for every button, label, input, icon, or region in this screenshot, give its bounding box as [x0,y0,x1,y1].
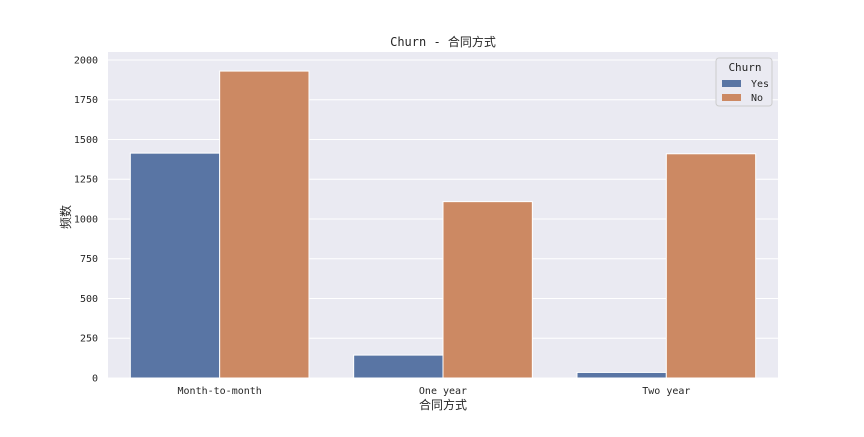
legend-swatch-yes [722,80,741,87]
y-tick-label: 0 [92,374,98,385]
legend-label-yes: Yes [751,79,769,90]
bar-yes-1 [129,152,221,379]
y-tick-label: 1000 [74,214,98,225]
bars [129,70,757,379]
y-tick-label: 1250 [74,175,98,186]
x-tick-labels: Month-to-month One year Two year [178,386,691,397]
x-tick-label: Month-to-month [178,386,262,397]
legend-title: Churn [728,61,761,74]
bar-yes-2 [353,354,444,379]
y-tick-labels: 0 250 500 750 1000 1250 1500 1750 2000 [74,55,98,384]
legend-label-no: No [751,93,763,104]
legend-swatch-no [722,94,741,101]
y-tick-label: 2000 [74,55,98,66]
chart-title: Churn - 合同方式 [390,34,496,49]
x-tick-label: Two year [642,386,690,397]
bar-yes-3 [576,371,667,379]
legend: Churn Yes No [715,57,773,107]
y-tick-label: 750 [80,254,98,265]
y-axis-label: 频数 [58,205,73,229]
bar-no-3 [665,153,757,379]
x-tick-label: One year [419,386,467,397]
legend-items: Yes No [722,79,769,104]
y-tick-label: 1500 [74,135,98,146]
y-tick-label: 500 [80,294,98,305]
y-tick-label: 250 [80,334,98,345]
bar-no-1 [219,70,310,379]
bar-no-2 [442,201,533,379]
x-axis-label: 合同方式 [419,397,467,412]
y-tick-label: 1750 [74,95,98,106]
